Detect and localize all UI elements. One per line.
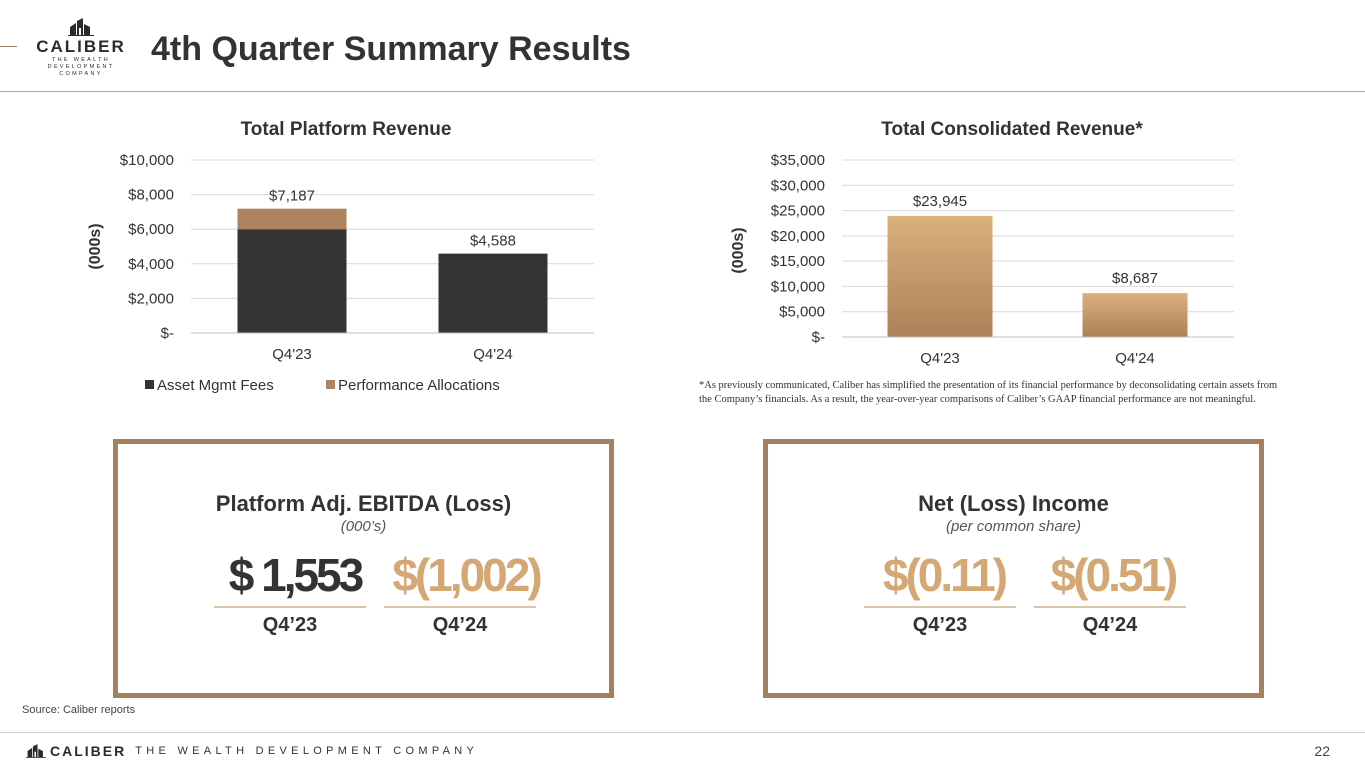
y-tick-label: $25,000 xyxy=(771,203,825,220)
y-tick-label: $2,000 xyxy=(128,290,174,307)
logo-tagline-2: COMPANY xyxy=(59,71,103,77)
net-income-divider-q423 xyxy=(864,606,1016,608)
footer-wordmark: CALIBER xyxy=(50,743,127,759)
caliber-building-icon xyxy=(26,744,46,758)
source-note: Source: Caliber reports xyxy=(22,704,136,716)
header-divider xyxy=(0,91,1365,92)
net-income-title: Net (Loss) Income xyxy=(918,491,1109,516)
data-label: $4,588 xyxy=(470,233,516,250)
y-tick-label: $4,000 xyxy=(128,256,174,273)
ebitda-divider-q423 xyxy=(214,606,366,608)
net-income-period-q424: Q4’24 xyxy=(1082,614,1138,636)
header-accent-line xyxy=(0,46,17,47)
x-tick-label: Q4'24 xyxy=(1115,350,1155,367)
ebitda-title: Platform Adj. EBITDA (Loss) xyxy=(215,491,512,516)
y-tick-label: $10,000 xyxy=(771,278,825,295)
y-tick-label: $- xyxy=(161,325,174,342)
footer-logo: CALIBER THE WEALTH DEVELOPMENT COMPANY xyxy=(26,742,478,760)
footnote: *As previously communicated, Caliber has… xyxy=(699,379,1339,407)
legend-swatch xyxy=(326,380,335,389)
y-axis-label: (000s) xyxy=(730,227,747,273)
bar-asset-mgmt-fees xyxy=(438,253,548,333)
y-tick-label: $20,000 xyxy=(771,228,825,245)
footer-tagline: THE WEALTH DEVELOPMENT COMPANY xyxy=(135,745,479,757)
ebitda-period-q423: Q4’23 xyxy=(262,614,318,636)
net-income-divider-q424 xyxy=(1034,606,1186,608)
legend-label: Asset Mgmt Fees xyxy=(157,377,274,394)
net-income-kpi-card: Net (Loss) Income (per common share) $(0… xyxy=(763,439,1264,698)
y-tick-label: $6,000 xyxy=(128,221,174,238)
y-tick-label: $5,000 xyxy=(779,304,825,321)
bar-asset-mgmt-fees xyxy=(237,229,347,333)
net-income-value-q424: $(0.51) xyxy=(1050,549,1179,601)
y-axis-label: (000s) xyxy=(87,223,104,269)
bar-consolidated-revenue xyxy=(887,215,993,337)
logo-tagline: THE WEALTH DEVELOPMENT xyxy=(47,57,115,70)
page-title: 4th Quarter Summary Results xyxy=(151,30,631,68)
y-tick-label: $15,000 xyxy=(771,253,825,270)
bar-performance-allocations xyxy=(237,208,347,230)
legend-swatch xyxy=(145,380,154,389)
net-income-value-q423: $(0.11) xyxy=(882,549,1008,601)
data-label: $23,945 xyxy=(913,193,967,210)
ebitda-subtitle: (000’s) xyxy=(340,518,387,535)
x-tick-label: Q4'24 xyxy=(473,346,513,363)
ebitda-value-q423: $ 1,553 xyxy=(228,549,364,601)
ebitda-period-q424: Q4’24 xyxy=(432,614,488,636)
footer-divider xyxy=(0,732,1365,733)
y-tick-label: $35,000 xyxy=(771,152,825,169)
y-tick-label: $30,000 xyxy=(771,177,825,194)
y-tick-label: $8,000 xyxy=(128,187,174,204)
y-tick-label: $- xyxy=(812,329,825,346)
net-income-period-q423: Q4’23 xyxy=(912,614,968,636)
ebitda-value-q424: $(1,002) xyxy=(392,549,542,601)
x-tick-label: Q4'23 xyxy=(920,350,960,367)
data-label: $8,687 xyxy=(1112,270,1158,287)
y-tick-label: $10,000 xyxy=(120,152,174,169)
chart-title-platform-revenue: Total Platform Revenue xyxy=(240,119,452,140)
x-tick-label: Q4'23 xyxy=(272,346,312,363)
footnote-line-2: the Company’s financials. As a result, t… xyxy=(699,394,1256,405)
net-income-subtitle: (per common share) xyxy=(945,518,1082,535)
bar-consolidated-revenue xyxy=(1082,293,1188,337)
caliber-building-icon xyxy=(68,18,94,36)
logo-wordmark: CALIBER xyxy=(36,37,126,56)
data-label: $7,187 xyxy=(269,188,315,205)
legend-label: Performance Allocations xyxy=(338,377,500,394)
footnote-line-1: *As previously communicated, Caliber has… xyxy=(699,380,1278,391)
ebitda-kpi-card: Platform Adj. EBITDA (Loss) (000’s) $ 1,… xyxy=(113,439,614,698)
chart-title-consolidated-revenue: Total Consolidated Revenue* xyxy=(881,119,1143,140)
page-number: 22 xyxy=(1314,743,1330,759)
ebitda-divider-q424 xyxy=(384,606,536,608)
caliber-logo: CALIBER THE WEALTH DEVELOPMENT COMPANY xyxy=(22,18,140,77)
